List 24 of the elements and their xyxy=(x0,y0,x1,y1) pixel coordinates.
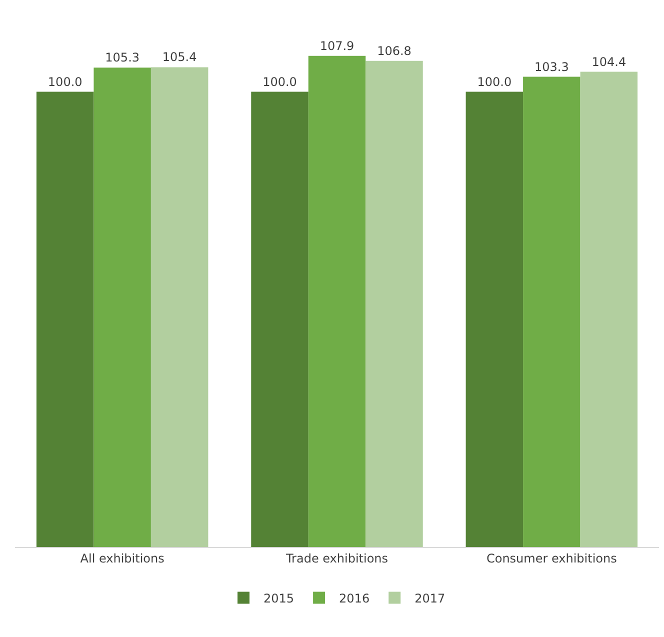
bar xyxy=(580,72,638,547)
legend-label: 2017 xyxy=(414,591,446,606)
bar xyxy=(150,67,208,547)
data-label: 104.4 xyxy=(592,54,626,69)
x-tick-label: All exhibitions xyxy=(80,551,164,566)
x-tick-label: Consumer exhibitions xyxy=(486,551,617,566)
data-label: 105.4 xyxy=(162,50,197,64)
data-label: 105.3 xyxy=(105,50,140,65)
legend-label: 2016 xyxy=(339,591,370,606)
data-label: 106.8 xyxy=(377,44,412,58)
bar xyxy=(523,76,580,547)
legend-label: 2015 xyxy=(264,591,294,606)
data-label: 100.0 xyxy=(48,74,82,89)
bar xyxy=(36,92,94,547)
data-label: 103.3 xyxy=(534,60,569,74)
data-label: 107.9 xyxy=(320,38,354,53)
x-tick-label: Trade exhibitions xyxy=(284,551,388,566)
bar xyxy=(466,92,524,547)
bar xyxy=(251,92,308,547)
bar xyxy=(366,60,423,547)
data-label: 100.0 xyxy=(262,74,297,89)
data-label: 100.0 xyxy=(477,74,512,89)
bar xyxy=(308,56,366,547)
bar xyxy=(94,68,151,547)
